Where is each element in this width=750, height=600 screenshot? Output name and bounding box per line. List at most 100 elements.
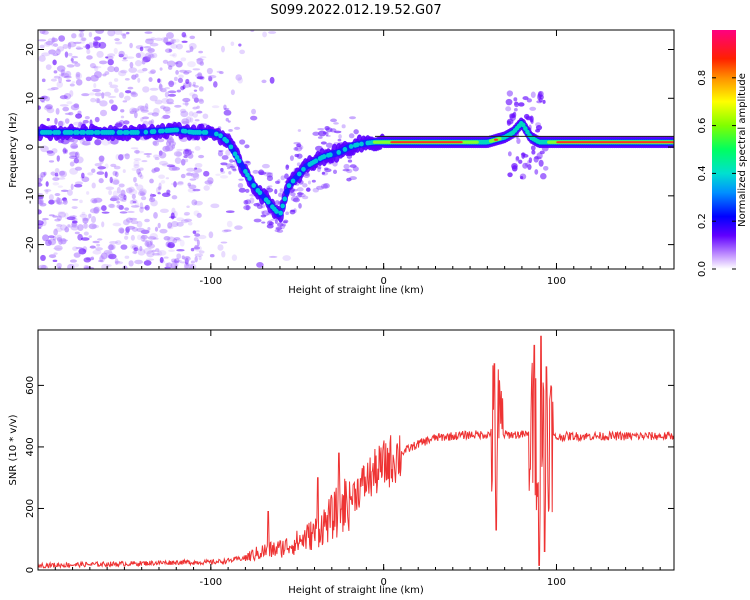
- heatmap-noise-cell: [213, 81, 218, 88]
- heatmap-noise-cell: [251, 108, 257, 115]
- heatmap-noise-cell: [252, 169, 259, 174]
- ridge-cell-cyan: [56, 130, 62, 135]
- heatmap-noise-cell: [194, 256, 198, 263]
- heatmap-noise-cell: [522, 96, 529, 101]
- heatmap-noise-cell: [124, 95, 131, 101]
- heatmap-noise-cell: [69, 83, 75, 87]
- heatmap-noise-cell: [120, 115, 125, 119]
- heatmap-noise-cell: [538, 90, 544, 98]
- heatmap-noise-cell: [105, 251, 113, 256]
- heatmap-noise-cell: [124, 90, 132, 94]
- heatmap-noise-cell: [220, 167, 224, 172]
- heatmap-noise-cell: [267, 185, 273, 188]
- heatmap-noise-cell: [294, 145, 303, 152]
- heatmap-noise-cell: [124, 255, 130, 259]
- heatmap-noise-cell: [196, 110, 203, 114]
- heatmap-noise-cell: [115, 154, 120, 161]
- heatmap-noise-cell: [47, 151, 55, 157]
- heatmap-noise-cell: [296, 143, 302, 148]
- heatmap-noise-cell: [52, 259, 58, 262]
- heatmap-noise-cell: [225, 149, 231, 156]
- heatmap-noise-cell: [54, 245, 63, 251]
- heatmap-noise-cell: [85, 43, 91, 50]
- heatmap-noise-cell: [520, 152, 526, 156]
- heatmap-noise-cell: [121, 59, 128, 62]
- heatmap-noise-cell: [197, 234, 207, 240]
- heatmap-noise-cell: [78, 248, 87, 255]
- heatmap-noise-cell: [144, 31, 153, 34]
- heatmap-noise-cell: [38, 182, 43, 187]
- heatmap-noise-cell: [89, 208, 99, 214]
- heatmap-noise-cell: [69, 259, 77, 263]
- heatmap-noise-cell: [525, 116, 533, 121]
- ridge-cell-cyan: [243, 169, 248, 174]
- heatmap-noise-cell: [118, 92, 124, 99]
- heatmap-noise-cell: [147, 54, 152, 61]
- heatmap-noise-cell: [47, 88, 56, 91]
- heatmap-noise-cell: [128, 188, 138, 196]
- heatmap-noise-cell: [57, 139, 64, 144]
- heatmap-noise-cell: [530, 91, 536, 98]
- heatmap-noise-cell: [113, 47, 118, 55]
- heatmap-noise-cell: [533, 155, 539, 163]
- heatmap-noise-cell: [511, 162, 518, 170]
- heatmap-noise-cell: [50, 78, 57, 82]
- snr-ylabel: SNR (10 * v/v): [8, 414, 19, 485]
- ridge-cell-cyan: [68, 130, 74, 135]
- heatmap-noise-cell: [102, 73, 107, 77]
- heatmap-noise-cell: [57, 177, 66, 180]
- colorbar-tick-label: 0.6: [697, 118, 708, 134]
- ridge-cell-cyan: [236, 158, 242, 164]
- heatmap-noise-cell: [321, 171, 326, 175]
- heatmap-noise-cell: [221, 250, 226, 258]
- heatmap-noise-cell: [188, 184, 197, 189]
- heatmap-noise-cell: [40, 145, 49, 153]
- heatmap-noise-cell: [38, 226, 42, 229]
- heatmap-noise-cell: [139, 245, 143, 252]
- heatmap-noise-cell: [110, 104, 118, 112]
- heatmap-noise-cell: [225, 117, 229, 122]
- x-tick-label: 100: [547, 276, 566, 287]
- heatmap-noise-cell: [130, 220, 139, 225]
- heatmap-noise-cell: [193, 210, 200, 217]
- heatmap-noise-cell: [126, 225, 136, 230]
- heatmap-noise-cell: [505, 106, 512, 112]
- heatmap-noise-cell: [136, 227, 145, 233]
- heatmap-noise-cell: [253, 218, 262, 223]
- heatmap-noise-cell: [45, 239, 52, 247]
- heatmap-noise-cell: [279, 188, 284, 193]
- ridge-cell-cyan: [286, 183, 292, 189]
- heatmap-noise-cell: [88, 31, 93, 38]
- heatmap-noise-cell: [297, 129, 302, 132]
- heatmap-noise-cell: [157, 192, 161, 195]
- heatmap-noise-cell: [90, 74, 99, 82]
- heatmap-noise-cell: [152, 53, 158, 59]
- heatmap-noise-cell: [80, 237, 90, 241]
- snr-series-line: [38, 335, 674, 569]
- heatmap-noise-cell: [184, 257, 189, 265]
- heatmap-noise-cell: [52, 215, 58, 218]
- heatmap-noise-cell: [219, 175, 229, 179]
- heatmap-noise-cell: [177, 77, 183, 83]
- heatmap-noise-cell: [171, 260, 179, 263]
- heatmap-noise-cell: [139, 192, 146, 197]
- heatmap-noise-cell: [149, 178, 154, 184]
- heatmap-noise-cell: [196, 239, 200, 247]
- heatmap-noise-cell: [171, 40, 175, 45]
- heatmap-noise-cell: [120, 109, 125, 113]
- heatmap-noise-cell: [101, 211, 110, 214]
- heatmap-noise-cell: [57, 185, 63, 188]
- heatmap-noise-cell: [41, 78, 46, 83]
- heatmap-noise-cell: [526, 98, 533, 103]
- y-tick-label: 0: [25, 144, 36, 150]
- heatmap-noise-cell: [129, 200, 134, 205]
- heatmap-noise-cell: [99, 254, 104, 262]
- heatmap-noise-cell: [341, 124, 346, 129]
- heatmap-noise-cell: [183, 256, 191, 262]
- heatmap-noise-cell: [207, 74, 217, 79]
- heatmap-noise-cell: [86, 55, 93, 60]
- heatmap-noise-cell: [70, 104, 80, 111]
- heatmap-noise-cell: [165, 109, 171, 114]
- heatmap-noise-cell: [69, 215, 78, 218]
- heatmap-noise-cell: [109, 203, 116, 209]
